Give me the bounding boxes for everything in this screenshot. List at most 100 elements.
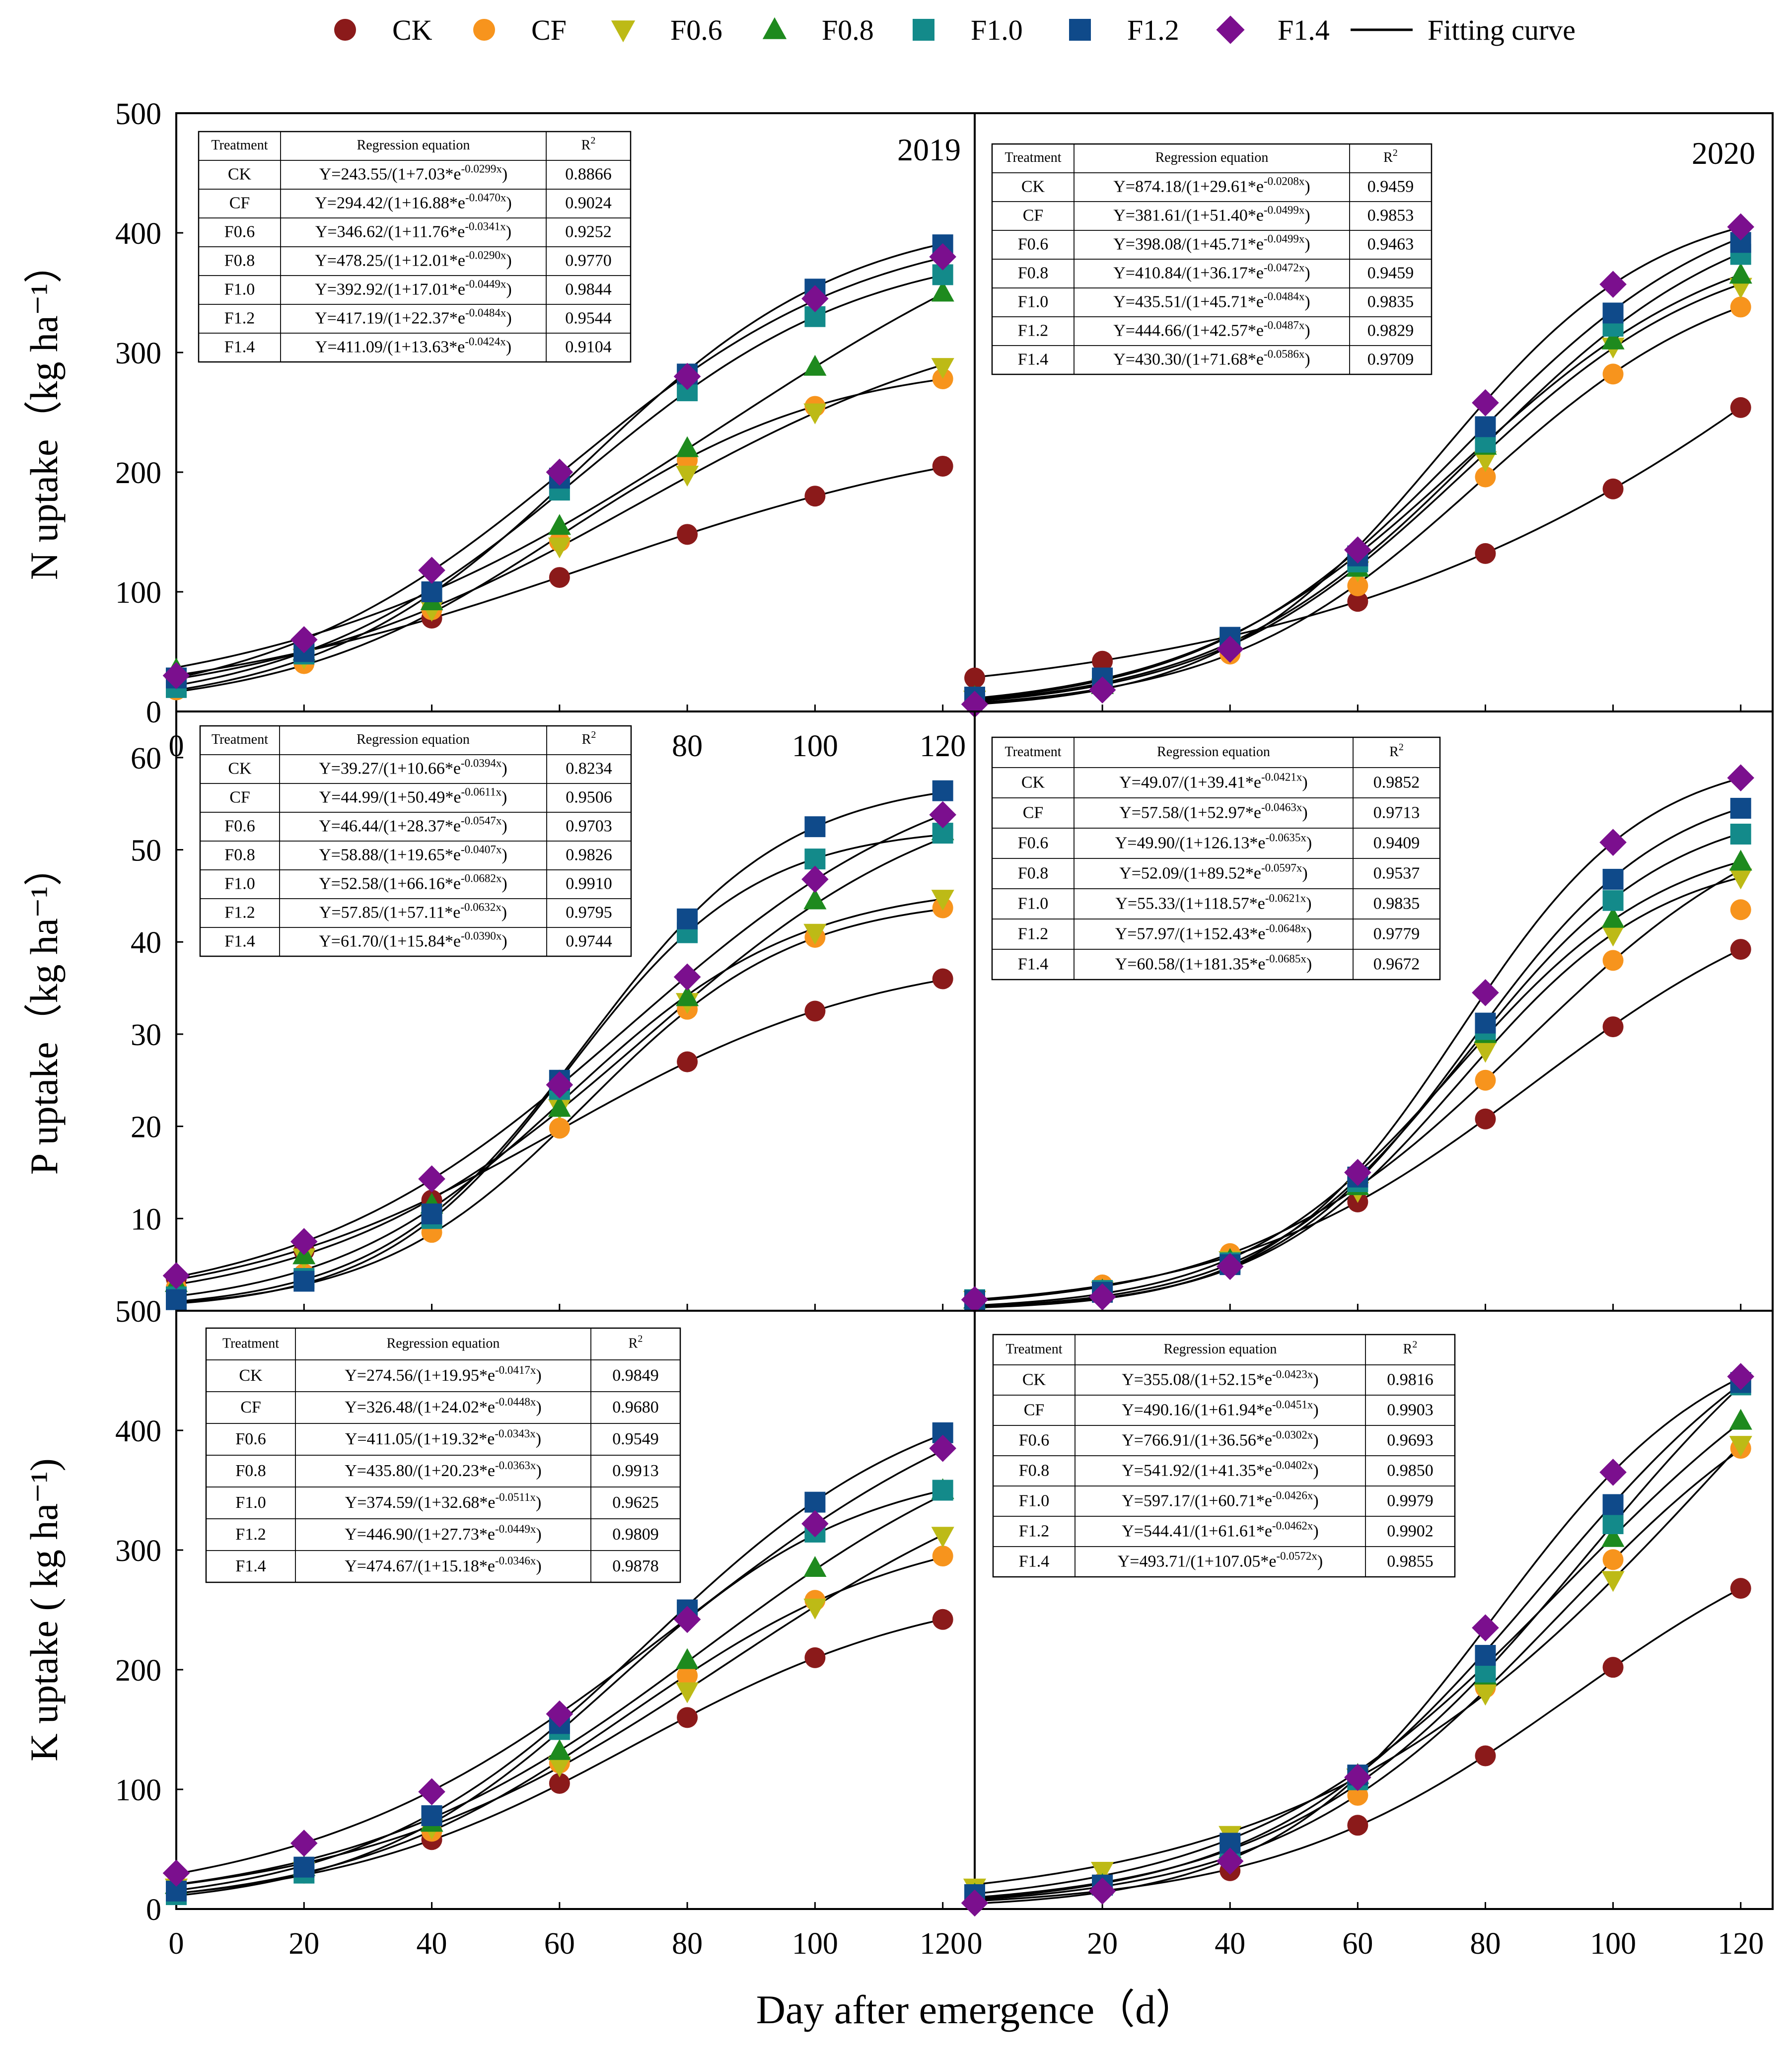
data-point-f12	[1602, 302, 1624, 324]
data-point-f08	[1729, 1409, 1752, 1430]
legend-marker-f08	[762, 17, 787, 39]
data-point-f14	[1472, 1614, 1499, 1641]
panel-k2019: 0 100 200 300 400 500 K uptake ( kg ha⁻¹) 0 20 40…	[22, 1295, 976, 1961]
table-cell-equation: Y=52.58/(1+66.16*e-0.0682x)	[319, 872, 507, 893]
data-point-f14	[673, 362, 701, 390]
data-point-f08	[803, 354, 827, 376]
table-cell-treatment: F1.4	[1018, 350, 1048, 368]
data-point-f12	[804, 816, 826, 838]
data-point-cf	[1730, 296, 1751, 318]
data-point-f14	[418, 557, 445, 584]
table-cell-treatment: F1.4	[224, 338, 255, 356]
data-point-f14	[162, 1859, 190, 1887]
data-point-ck	[1347, 1815, 1368, 1836]
table-cell-treatment: CF	[1024, 1401, 1045, 1419]
table-cell-equation: Y=544.41/(1+61.61*e-0.0462x)	[1122, 1519, 1319, 1540]
table-cell-r2: 0.9625	[612, 1493, 659, 1512]
legend-marker-f06	[611, 20, 636, 43]
data-point-f14	[673, 1606, 701, 1633]
x-tick-label: 40	[1215, 1927, 1245, 1961]
data-point-f08	[803, 888, 827, 910]
data-point-f06	[1474, 1685, 1497, 1706]
table-cell-treatment: F1.4	[235, 1557, 266, 1575]
y-tick-label: 100	[115, 1773, 161, 1807]
data-point-ck	[549, 1772, 570, 1794]
data-point-f06	[676, 465, 699, 487]
year-label-2019: 2019	[897, 132, 961, 167]
data-point-f10	[1602, 890, 1624, 911]
legend-label-ck: CK	[392, 14, 432, 46]
data-point-f06	[931, 1527, 954, 1548]
x-tick-label: 100	[792, 729, 838, 763]
table-cell-r2: 0.9809	[612, 1525, 659, 1544]
table-cell-treatment: F1.0	[1018, 292, 1048, 311]
table-header-treatment: Treatment	[211, 138, 268, 153]
table-cell-treatment: F0.6	[1018, 834, 1048, 852]
data-point-f08	[548, 1096, 571, 1117]
table-cell-r2: 0.9913	[612, 1462, 659, 1480]
y-tick-label: 10	[131, 1203, 161, 1236]
data-point-f14	[801, 865, 829, 893]
table-cell-equation: Y=435.51/(1+45.71*e-0.0484x)	[1113, 290, 1310, 311]
table-cell-equation: Y=446.90/(1+27.73*e-0.0449x)	[345, 1523, 542, 1544]
data-point-ck	[804, 1000, 826, 1022]
data-point-ck	[677, 1707, 698, 1728]
table-cell-r2: 0.9826	[566, 846, 612, 864]
x-tick-label: 20	[288, 1927, 319, 1961]
table-cell-treatment: F1.0	[224, 280, 255, 298]
table-cell-equation: Y=474.67/(1+15.18*e-0.0346x)	[345, 1555, 542, 1575]
table-cell-r2: 0.9024	[565, 194, 612, 212]
y-tick-label: 500	[115, 97, 161, 131]
table-cell-treatment: F1.2	[1019, 1522, 1049, 1540]
data-point-ck	[1475, 543, 1496, 564]
x-tick-label: 60	[1342, 1927, 1373, 1961]
y-axis-label: K uptake ( kg ha⁻¹)	[22, 1458, 66, 1761]
table-cell-treatment: CF	[229, 194, 250, 212]
table-cell-treatment: F0.8	[1019, 1461, 1049, 1480]
data-point-f14	[961, 1889, 989, 1917]
y-tick-label: 400	[115, 1415, 161, 1448]
data-point-f14	[1216, 1847, 1244, 1875]
x-tick-label: 80	[1470, 1927, 1501, 1961]
table-cell-treatment: F0.8	[224, 251, 255, 270]
data-point-f14	[801, 1510, 829, 1538]
table-cell-equation: Y=57.85/(1+57.11*e-0.0632x)	[319, 901, 507, 921]
table-cell-r2: 0.9549	[612, 1430, 659, 1448]
data-point-ck	[677, 1051, 698, 1072]
table-cell-r2: 0.9537	[1373, 864, 1420, 882]
table-cell-r2: 0.9844	[565, 280, 612, 298]
table-header-equation: Regression equation	[357, 138, 470, 153]
table-cell-treatment: CK	[1021, 773, 1045, 791]
table-cell-r2: 0.9459	[1367, 177, 1414, 196]
table-cell-treatment: F1.2	[1018, 321, 1048, 340]
table-cell-equation: Y=417.19/(1+22.37*e-0.0484x)	[315, 306, 512, 327]
y-tick-label: 40	[131, 926, 161, 960]
data-point-f14	[290, 1228, 318, 1256]
data-point-f12	[421, 581, 442, 602]
data-point-ck	[677, 524, 698, 545]
data-point-f12	[1475, 416, 1496, 437]
fit-curve-ck	[974, 1587, 1741, 1902]
table-cell-equation: Y=411.09/(1+13.63*e-0.0424x)	[315, 335, 511, 356]
table-cell-treatment: CF	[240, 1398, 261, 1416]
table-cell-equation: Y=326.48/(1+24.02*e-0.0448x)	[345, 1396, 542, 1416]
table-cell-r2: 0.9849	[612, 1366, 659, 1385]
table-cell-treatment: F1.0	[1018, 894, 1048, 913]
table-header-treatment: Treatment	[1005, 1342, 1062, 1357]
data-point-ck	[932, 1609, 953, 1630]
table-cell-r2: 0.9835	[1373, 894, 1420, 913]
data-point-f14	[1088, 1283, 1116, 1311]
data-point-cf	[549, 1118, 570, 1139]
table-cell-treatment: F0.8	[1018, 864, 1048, 882]
x-tick-label: 100	[792, 1927, 838, 1961]
table-cell-equation: Y=52.09/(1+89.52*e-0.0597x)	[1119, 861, 1308, 882]
data-point-f14	[162, 662, 190, 689]
data-point-f08	[931, 281, 954, 302]
legend-label-f10: F1.0	[971, 14, 1023, 46]
table-cell-equation: Y=294.42/(1+16.88*e-0.0470x)	[315, 191, 512, 212]
table-cell-r2: 0.9910	[566, 874, 612, 893]
table-cell-r2: 0.9252	[565, 222, 612, 241]
